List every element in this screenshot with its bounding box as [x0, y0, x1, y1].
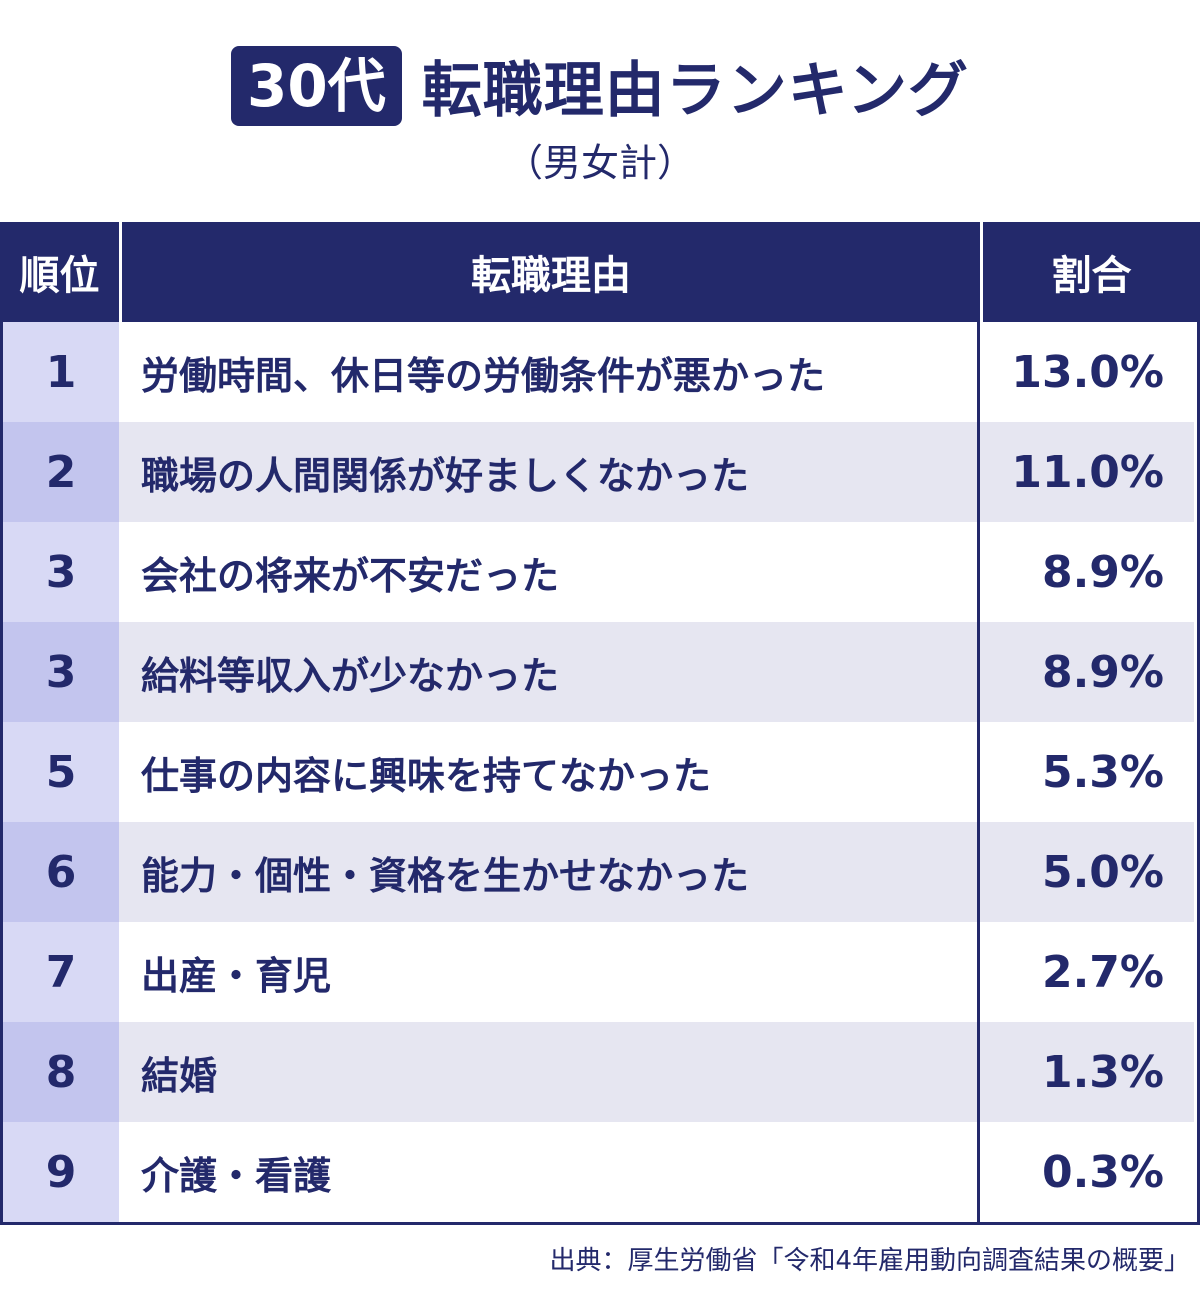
percentage-cell: 0.3%: [977, 1122, 1194, 1222]
percentage-cell: 5.3%: [977, 722, 1194, 822]
reason-cell: 能力・個性・資格を生かせなかった: [119, 822, 977, 922]
reason-cell: 介護・看護: [119, 1122, 977, 1222]
header-percentage: 割合: [980, 222, 1200, 322]
table-row: 9 介護・看護 0.3%: [3, 1122, 1197, 1222]
header-rank: 順位: [19, 253, 100, 299]
rank-cell: 3: [3, 622, 119, 722]
age-badge: 30代: [231, 45, 402, 126]
percentage-cell: 2.7%: [977, 922, 1194, 1022]
table-body: 1 労働時間、休日等の労働条件が悪かった 13.0% 2 職場の人間関係が好ましくなかっ…: [0, 322, 1200, 1225]
rank-cell: 9: [3, 1122, 119, 1222]
percentage-cell: 5.0%: [977, 822, 1194, 922]
reason-cell: 労働時間、休日等の労働条件が悪かった: [119, 322, 977, 422]
ranking-table: 順位 転職理由 割合 1 労働時間、休日等の労働条件が悪かった 13.0% 2 職場の人…: [0, 222, 1200, 1225]
percentage-cell: 13.0%: [977, 322, 1194, 422]
rank-cell: 5: [3, 722, 119, 822]
percentage-cell: 8.9%: [977, 622, 1194, 722]
reason-cell: 結婚: [119, 1022, 977, 1122]
percentage-cell: 1.3%: [977, 1022, 1194, 1122]
table-row: 8 結婚 1.3%: [3, 1022, 1197, 1122]
reason-cell: 出産・育児: [119, 922, 977, 1022]
rank-cell: 3: [3, 522, 119, 622]
reason-cell: 仕事の内容に興味を持てなかった: [119, 722, 977, 822]
rank-cell: 1: [3, 322, 119, 422]
rank-cell: 7: [3, 922, 119, 1022]
table-row: 3 会社の将来が不安だった 8.9%: [3, 522, 1197, 622]
reason-cell: 給料等収入が少なかった: [119, 622, 977, 722]
percentage-cell: 8.9%: [977, 522, 1194, 622]
percentage-cell: 11.0%: [977, 422, 1194, 522]
rank-cell: 6: [3, 822, 119, 922]
rank-cell: 2: [3, 422, 119, 522]
title-block: 30代 転職理由ランキング: [0, 42, 1200, 129]
reason-cell: 職場の人間関係が好ましくなかった: [119, 422, 977, 522]
header-reason: 転職理由: [119, 222, 980, 322]
table-row: 1 労働時間、休日等の労働条件が悪かった 13.0%: [3, 322, 1197, 422]
table-header: 順位 転職理由 割合: [0, 222, 1200, 322]
table-row: 5 仕事の内容に興味を持てなかった 5.3%: [3, 722, 1197, 822]
table-row: 3 給料等収入が少なかった 8.9%: [3, 622, 1197, 722]
rank-cell: 8: [3, 1022, 119, 1122]
table-row: 6 能力・個性・資格を生かせなかった 5.0%: [3, 822, 1197, 922]
table-row: 2 職場の人間関係が好ましくなかった 11.0%: [3, 422, 1197, 522]
reason-cell: 会社の将来が不安だった: [119, 522, 977, 622]
source-note: 出典：厚生労働省「令和4年雇用動向調査結果の概要」: [549, 1246, 1190, 1276]
page-subtitle: （男女計）: [504, 141, 695, 185]
table-row: 7 出産・育児 2.7%: [3, 922, 1197, 1022]
page-title: 転職理由ランキング: [421, 56, 969, 126]
